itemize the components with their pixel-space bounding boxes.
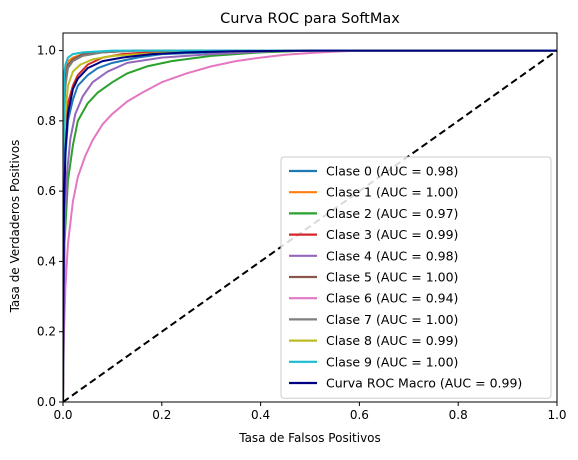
y-tick-label: 0.4 <box>37 254 56 268</box>
x-tick-label: 1.0 <box>547 408 566 422</box>
series-group <box>63 49 557 402</box>
legend: Clase 0 (AUC = 0.98) Clase 1 (AUC = 1.00)… <box>280 156 552 399</box>
series-line-9 <box>63 49 557 402</box>
legend-entry-2: Clase 2 (AUC = 0.97) <box>326 206 458 221</box>
ticks-group: 0.0 0.2 0.4 0.6 0.8 1.0 0.0 0.2 0.4 0.6 0.8 1.0 <box>37 44 567 422</box>
x-tick-label: 0.4 <box>251 408 270 422</box>
y-tick-label: 0.6 <box>37 184 56 198</box>
series-line-10 <box>63 49 557 402</box>
chart-title: Curva ROC para SoftMax <box>220 11 400 27</box>
plot-frame <box>62 32 558 403</box>
x-tick-label: 0.0 <box>53 408 72 422</box>
y-tick-label: 0.0 <box>37 395 56 409</box>
y-tick-label: 1.0 <box>37 44 56 58</box>
y-tick-label: 0.8 <box>37 114 56 128</box>
legend-entry-8: Clase 8 (AUC = 0.99) <box>326 333 458 348</box>
y-axis-label: Tasa de Verdaderos Positivos <box>8 140 22 314</box>
legend-entry-5: Clase 5 (AUC = 1.00) <box>326 270 458 285</box>
x-tick-label: 0.6 <box>350 408 369 422</box>
legend-entry-4: Clase 4 (AUC = 0.98) <box>326 248 458 263</box>
legend-entry-7: Clase 7 (AUC = 1.00) <box>326 312 458 327</box>
plot-area <box>63 49 557 402</box>
legend-entry-6: Clase 6 (AUC = 0.94) <box>326 291 458 306</box>
series-line-6 <box>63 49 557 402</box>
legend-entry-9: Clase 9 (AUC = 1.00) <box>326 354 458 369</box>
x-axis-label: Tasa de Falsos Positivos <box>238 431 381 445</box>
legend-entry-0: Clase 0 (AUC = 0.98) <box>326 164 458 179</box>
y-tick-label: 0.2 <box>37 325 56 339</box>
legend-entry-3: Clase 3 (AUC = 0.99) <box>326 227 458 242</box>
legend-entry-1: Clase 1 (AUC = 1.00) <box>326 185 458 200</box>
legend-entry-10: Curva ROC Macro (AUC = 0.99) <box>326 376 522 391</box>
x-tick-label: 0.2 <box>152 408 171 422</box>
x-tick-label: 0.8 <box>449 408 468 422</box>
legend-box <box>280 156 552 399</box>
series-line-4 <box>63 49 557 402</box>
